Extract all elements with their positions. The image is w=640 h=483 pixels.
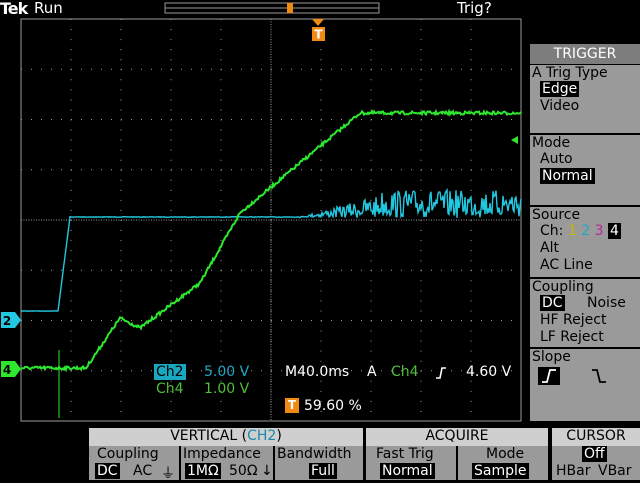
vertical-menu: VERTICAL (CH2) Coupling DC AC ⏚ Impedanc…: [89, 428, 363, 482]
trigger-type-label: A Trig Type: [532, 65, 608, 81]
ground-icon: ⏚: [161, 466, 175, 482]
rising-edge-icon: [436, 367, 446, 379]
fast-trig-value[interactable]: Normal: [380, 463, 435, 479]
vertical-menu-title: VERTICAL (CH2): [89, 428, 363, 446]
trigger-source-label: A: [367, 364, 377, 380]
svg-text:T: T: [314, 28, 323, 42]
trigger-coupling-button[interactable]: Coupling DC Noise HF Reject LF Reject: [530, 279, 640, 347]
mode-label: Mode: [532, 135, 571, 151]
trigger-menu-title: TRIGGER: [530, 44, 640, 64]
fast-trig-label: Fast Trig: [376, 446, 434, 462]
source-acline[interactable]: AC Line: [540, 257, 593, 273]
trigger-slope-button[interactable]: Slope: [530, 349, 640, 421]
bandwidth-value[interactable]: Full: [309, 463, 337, 479]
acquire-menu-title: ACQUIRE: [366, 428, 548, 446]
cursor-off[interactable]: Off: [582, 446, 607, 462]
trigger-position-readout: 59.60 %: [304, 398, 362, 414]
cursor-vbar[interactable]: VBar: [598, 463, 632, 479]
source-ch2[interactable]: 2: [581, 223, 591, 239]
bandwidth-label: Bandwidth: [277, 446, 352, 462]
cursor-hbar[interactable]: HBar: [556, 463, 591, 479]
mode-normal[interactable]: Normal: [540, 168, 595, 184]
ch2-name-readout: Ch2: [154, 364, 186, 380]
arrow-down-icon: ↓: [261, 463, 273, 479]
acquire-menu: ACQUIRE Fast Trig Normal ↓ Mode Sample: [366, 428, 548, 480]
record-position-bar: [164, 2, 380, 14]
source-ch3[interactable]: 3: [594, 223, 604, 239]
impedance-50[interactable]: 50Ω: [229, 463, 258, 479]
cursor-menu: CURSOR Off HBar VBar: [552, 428, 640, 480]
vertical-coupling-button[interactable]: Coupling DC AC ⏚: [89, 446, 179, 482]
ch4-name-readout: Ch4: [156, 381, 184, 397]
cursor-function-button[interactable]: Off HBar VBar: [552, 446, 640, 480]
trigger-position-marker[interactable]: T: [312, 19, 325, 42]
trigger-source-button[interactable]: Source Ch: 1 2 3 4 Alt AC Line: [530, 207, 640, 277]
acquire-mode-value[interactable]: Sample: [472, 463, 529, 479]
slope-label: Slope: [532, 349, 571, 365]
slope-falling-option[interactable]: [588, 367, 610, 385]
coupling-lf-reject[interactable]: LF Reject: [540, 329, 604, 345]
ch4-waveform: [20, 108, 522, 373]
source-label: Source: [532, 207, 581, 223]
coupling-label: Coupling: [532, 279, 594, 295]
rising-slope-icon: [542, 369, 556, 383]
acquire-mode-label: Mode: [486, 446, 525, 462]
ch2-scale-readout: 5.00 V: [204, 364, 250, 380]
trigger-level-marker[interactable]: [511, 136, 518, 144]
trigger-state: Trig?: [457, 0, 492, 17]
ch2-ground-marker[interactable]: 2: [1, 312, 21, 328]
slope-rising-option[interactable]: [538, 367, 560, 385]
brand-logo: Tek: [0, 0, 28, 18]
graticule-grid: [21, 19, 521, 421]
ch4-scale-readout: 1.00 V: [204, 381, 250, 397]
source-ch-prefix: Ch:: [540, 223, 564, 239]
source-ch4[interactable]: 4: [607, 223, 621, 239]
ch2-waveform: [20, 187, 522, 313]
trigger-type-edge[interactable]: Edge: [540, 81, 580, 97]
trigger-position-icon: T: [285, 398, 299, 413]
fast-trig-button[interactable]: Fast Trig Normal ↓: [366, 446, 469, 480]
svg-text:4: 4: [3, 363, 11, 377]
mode-auto[interactable]: Auto: [540, 151, 573, 167]
impedance-label: Impedance: [183, 446, 261, 462]
waveform-display: T 2 4: [1, 2, 522, 422]
cursor-menu-title: CURSOR: [552, 428, 640, 446]
coupling-noise[interactable]: Noise: [587, 295, 626, 311]
vertical-channel: CH2: [247, 428, 277, 444]
status-bar: Tek Run Trig?: [0, 0, 640, 18]
svg-text:2: 2: [3, 314, 11, 328]
falling-slope-icon: [592, 369, 606, 383]
trigger-type-video[interactable]: Video: [540, 98, 580, 114]
coupling-dc[interactable]: DC: [540, 295, 565, 311]
acquire-mode-button[interactable]: Mode Sample: [458, 446, 548, 480]
bottom-menu: VERTICAL (CH2) Coupling DC AC ⏚ Impedanc…: [0, 428, 640, 482]
source-alt[interactable]: Alt: [540, 240, 559, 256]
vertical-impedance-button[interactable]: Impedance 1MΩ 50Ω ↓: [181, 446, 273, 480]
ch4-ground-marker[interactable]: 4: [1, 361, 21, 377]
impedance-1m[interactable]: 1MΩ: [185, 463, 221, 479]
vertical-bandwidth-button[interactable]: Bandwidth Full: [275, 446, 363, 480]
vertical-coupling-label: Coupling: [97, 446, 159, 462]
coupling-hf-reject[interactable]: HF Reject: [540, 312, 607, 328]
trigger-channel-readout: Ch4: [391, 364, 419, 380]
run-state: Run: [34, 0, 63, 17]
timebase-readout: M40.0ms: [285, 364, 350, 380]
trigger-mode-button[interactable]: Mode Auto Normal: [530, 135, 640, 205]
vertical-coupling-dc[interactable]: DC: [95, 463, 120, 479]
vertical-coupling-ac[interactable]: AC: [133, 463, 153, 479]
source-ch1[interactable]: 1: [567, 223, 577, 239]
trigger-level-readout: 4.60 V: [466, 364, 512, 380]
trigger-type-button[interactable]: A Trig Type Edge Video: [530, 65, 640, 133]
